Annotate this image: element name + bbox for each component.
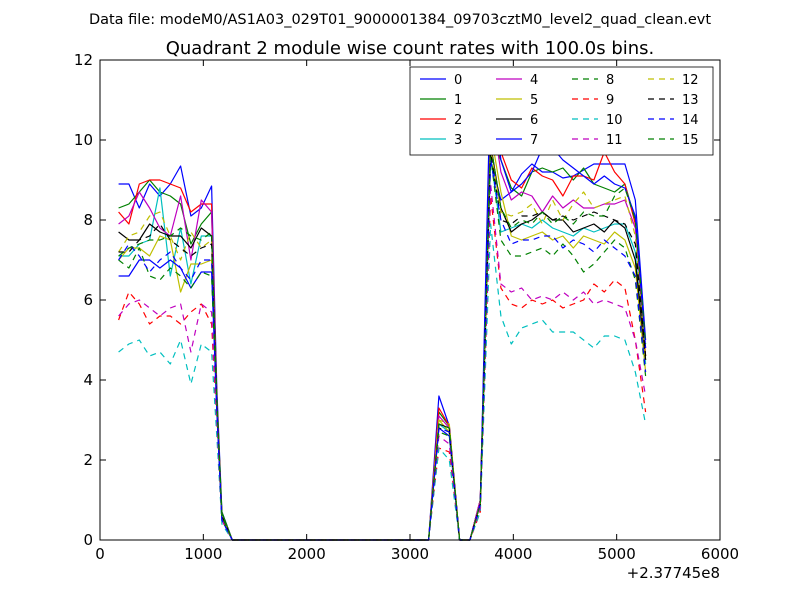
series-line-11 — [118, 183, 647, 541]
x-tick-label: 2000 — [288, 545, 326, 563]
series-line-5 — [118, 131, 647, 541]
y-tick-label: 2 — [83, 451, 93, 469]
series-line-2 — [118, 119, 647, 541]
series-line-1 — [118, 135, 647, 541]
legend-label-14: 14 — [682, 113, 699, 128]
y-tick-label: 12 — [74, 51, 93, 69]
legend-label-9: 9 — [606, 93, 614, 108]
legend-label-2: 2 — [454, 113, 462, 128]
legend-label-3: 3 — [454, 133, 462, 148]
legend-label-15: 15 — [682, 133, 699, 148]
chart-title: Quadrant 2 module wise count rates with … — [166, 38, 655, 59]
legend-label-1: 1 — [454, 93, 462, 108]
series-line-15 — [118, 143, 647, 541]
legend-label-8: 8 — [606, 73, 614, 88]
legend-box — [409, 66, 714, 156]
legend-label-10: 10 — [606, 113, 623, 128]
legend-label-0: 0 — [454, 73, 462, 88]
y-tick-label: 0 — [83, 531, 93, 549]
series-line-9 — [118, 195, 647, 541]
y-tick-label: 4 — [83, 371, 93, 389]
x-tick-label: 6000 — [701, 545, 739, 563]
x-offset-label: +2.37745e8 — [627, 564, 720, 582]
series-line-3 — [118, 155, 647, 541]
series-line-10 — [118, 223, 647, 541]
legend-label-12: 12 — [682, 73, 699, 88]
x-tick-label: 5000 — [598, 545, 636, 563]
legend-label-5: 5 — [530, 93, 538, 108]
data-file-header: Data file: modeM0/AS1A03_029T01_90000013… — [89, 12, 711, 28]
legend-label-11: 11 — [606, 133, 623, 148]
x-tick-label: 3000 — [391, 545, 429, 563]
series-line-8 — [118, 155, 647, 541]
legend-label-6: 6 — [530, 113, 538, 128]
y-tick-label: 8 — [83, 211, 93, 229]
x-tick-label: 1000 — [184, 545, 222, 563]
y-tick-label: 6 — [83, 291, 93, 309]
x-axis: 0 1000 2000 3000 4000 5000 6000 — [95, 60, 739, 563]
legend-label-4: 4 — [530, 73, 538, 88]
y-tick-label: 10 — [74, 131, 93, 149]
legend-label-13: 13 — [682, 93, 699, 108]
x-tick-label: 0 — [95, 545, 105, 563]
legend-label-7: 7 — [530, 133, 538, 148]
series-line-6 — [118, 143, 647, 541]
x-tick-label: 4000 — [494, 545, 532, 563]
